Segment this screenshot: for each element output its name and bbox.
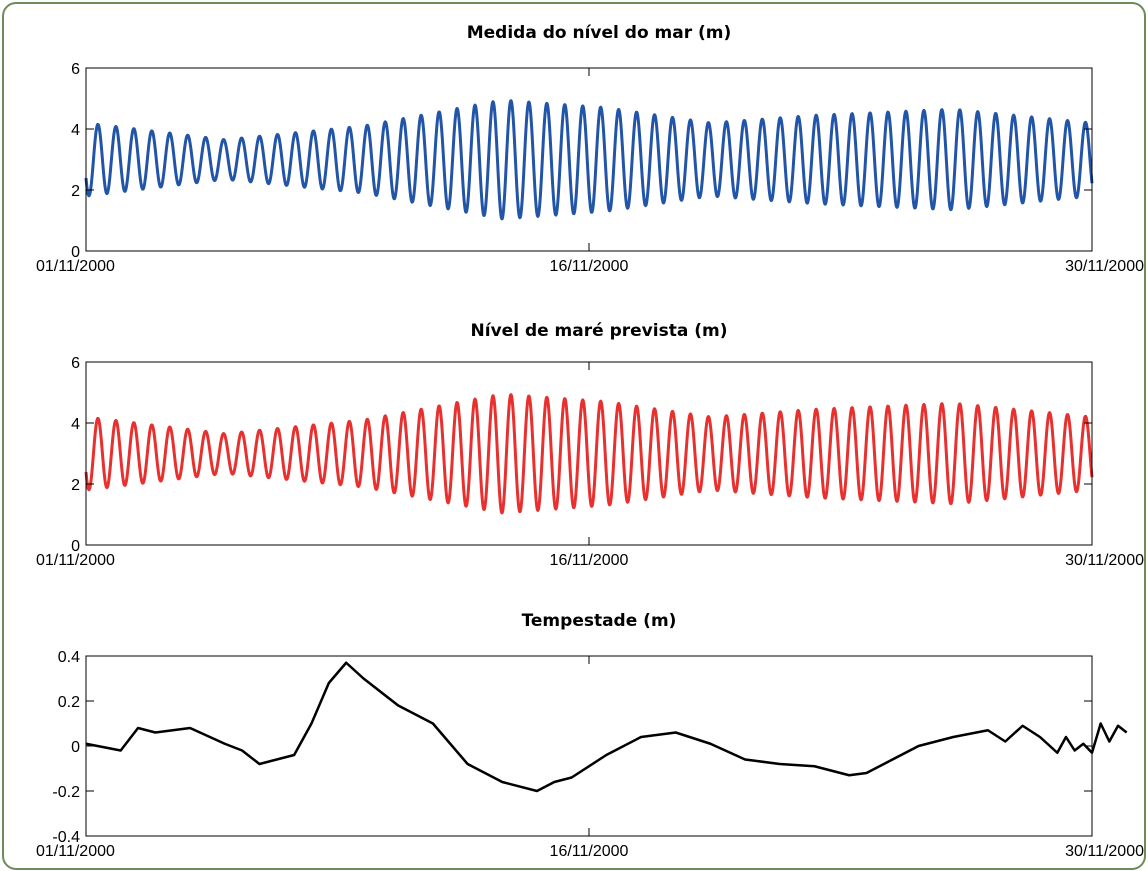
y-tick-label: 4 [71,122,80,139]
x-tick-label: 16/11/2000 [550,843,629,860]
y-tick-label: -0.4 [52,829,80,846]
chart-panel-storm-surge: Tempestade (m) -0.4 -0.2 0 0.2 0.4 01/11/2000… [36,611,1144,860]
x-tick-label: 16/11/2000 [550,552,629,569]
x-tick-label: 30/11/2000 [1065,843,1144,860]
chart-title: Medida do nível do mar (m) [467,23,732,43]
y-tick-label: 4 [71,416,80,433]
chart-figure: Medida do nível do mar (m) 0 2 4 6 01/11/200… [36,23,1144,860]
x-tick-label: 01/11/2000 [36,258,115,275]
y-tick-label: 0.2 [58,694,80,711]
chart-panel-predicted-tide: Nível de maré prevista (m) 0 2 4 6 01/11/200… [36,321,1144,569]
y-tick-label: 6 [71,355,80,372]
chart-title: Nível de maré prevista (m) [471,321,728,341]
series-line [84,393,1094,515]
y-tick-label: 0 [71,538,80,555]
y-tick-label: 2 [71,477,80,494]
chart-title: Tempestade (m) [522,611,677,631]
x-tick-label: 16/11/2000 [550,258,629,275]
x-tick-label: 01/11/2000 [36,552,115,569]
y-tick-label: 0.4 [58,649,80,666]
y-tick-label: 0 [71,244,80,261]
y-tick-label: 0 [71,739,80,756]
x-tick-label: 01/11/2000 [36,843,115,860]
series-line [84,99,1094,221]
series-line [85,661,1128,793]
y-tick-label: 2 [71,183,80,200]
plot-area-border [85,655,1093,837]
x-tick-label: 30/11/2000 [1065,258,1144,275]
chart-panel-sea-level: Medida do nível do mar (m) 0 2 4 6 01/11/200… [36,23,1144,275]
y-tick-label: -0.2 [52,784,80,801]
y-tick-label: 6 [71,61,80,78]
x-tick-label: 30/11/2000 [1065,552,1144,569]
